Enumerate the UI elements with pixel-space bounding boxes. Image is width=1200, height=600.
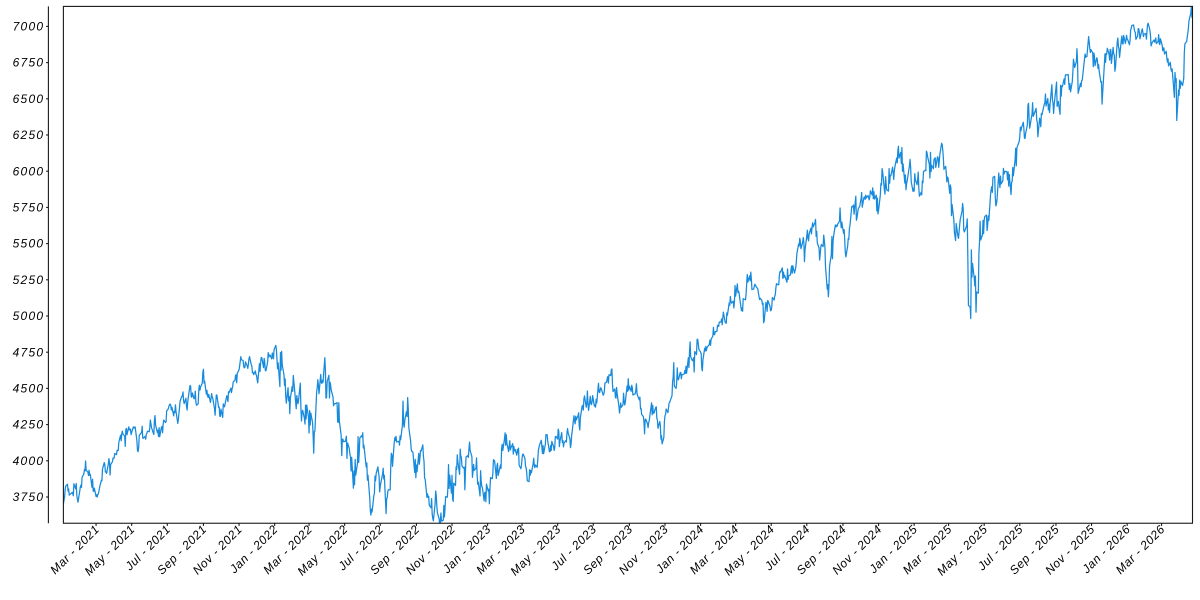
svg-text:6000: 6000	[13, 164, 45, 178]
svg-text:4000: 4000	[13, 454, 45, 468]
svg-text:6250: 6250	[13, 128, 45, 142]
svg-text:5250: 5250	[13, 273, 45, 287]
svg-text:7000: 7000	[13, 20, 45, 34]
svg-text:5500: 5500	[13, 237, 45, 251]
svg-text:4250: 4250	[13, 418, 45, 432]
svg-text:4750: 4750	[13, 345, 45, 359]
svg-text:6500: 6500	[13, 92, 45, 106]
svg-text:3750: 3750	[13, 490, 45, 504]
svg-text:5750: 5750	[13, 201, 45, 215]
svg-text:4500: 4500	[13, 382, 45, 396]
svg-text:5000: 5000	[13, 309, 45, 323]
svg-text:6750: 6750	[13, 56, 45, 70]
